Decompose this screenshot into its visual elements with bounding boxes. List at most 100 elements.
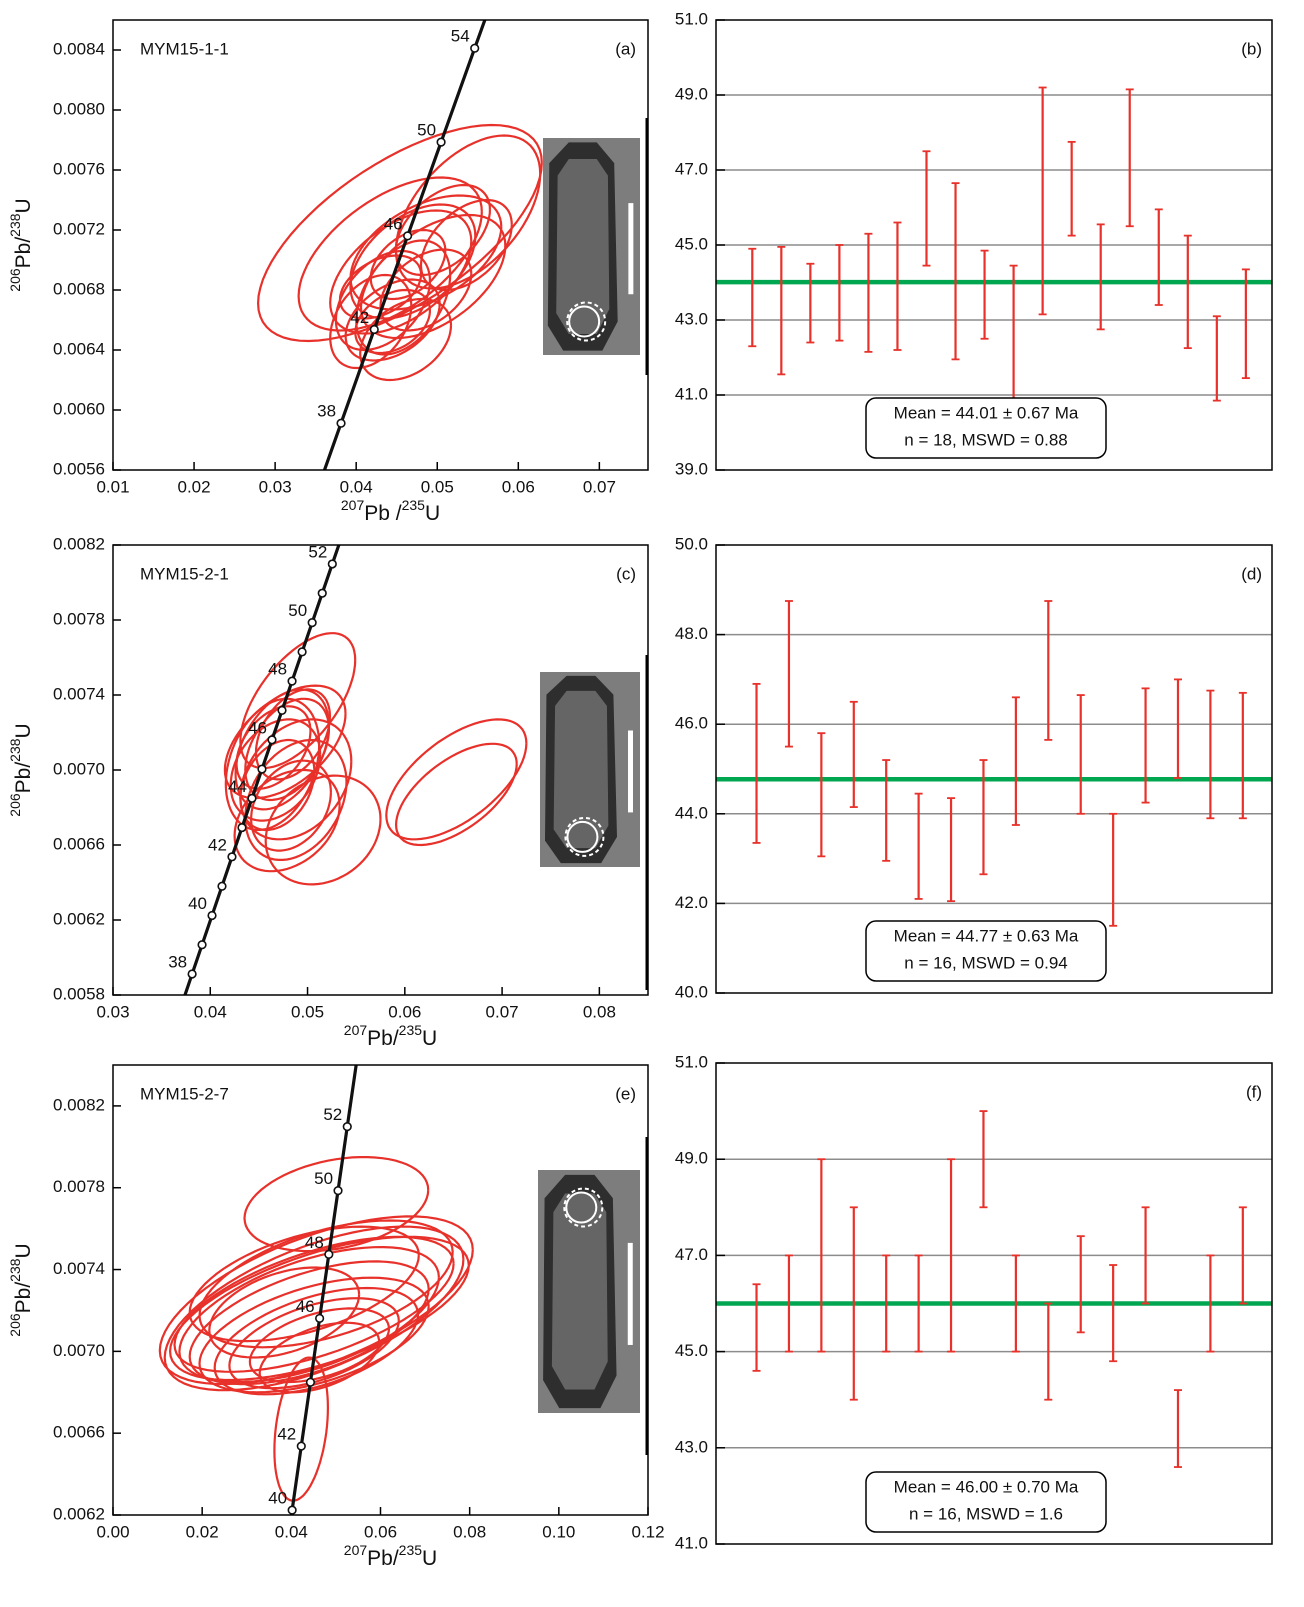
- age-marker: [287, 1505, 297, 1515]
- superscript: 238: [7, 738, 23, 762]
- y-tick-label: 0.0070: [53, 1341, 105, 1360]
- superscript: 235: [402, 497, 426, 513]
- x-tick-label: 0.04: [194, 1002, 227, 1021]
- age-marker: [327, 559, 337, 569]
- zircon-zoning: [551, 1193, 608, 1390]
- age-label: 50: [288, 601, 307, 620]
- x-tick-label: 0.01: [96, 477, 129, 496]
- superscript: 238: [7, 213, 23, 237]
- label-part: Pb/: [367, 1027, 399, 1050]
- x-tick-label: 0.10: [542, 1522, 575, 1541]
- age-marker: [315, 1313, 325, 1324]
- x-tick-label: 0.05: [421, 477, 454, 496]
- x-tick-label: 0.02: [186, 1522, 219, 1541]
- y-tick-label: 41.0: [675, 384, 708, 403]
- axis-title: 206Pb/238U: [7, 723, 35, 816]
- y-tick-label: 0.0082: [53, 534, 105, 553]
- age-marker: [333, 1185, 343, 1196]
- y-tick-label: 43.0: [675, 309, 708, 328]
- scale-bar: [627, 1242, 633, 1345]
- y-tick-label: 49.0: [675, 1149, 708, 1168]
- error-ellipse: [359, 297, 453, 382]
- y-tick-label: 0.0066: [53, 834, 105, 853]
- y-tick-label: 0.0080: [53, 99, 105, 118]
- error-ellipse: [258, 1321, 381, 1394]
- x-tick-label: 0.12: [631, 1522, 664, 1541]
- age-label: 42: [277, 1425, 296, 1444]
- x-tick-label: 0.03: [259, 477, 292, 496]
- label-part: U: [422, 1547, 437, 1570]
- y-tick-label: 44.0: [675, 803, 708, 822]
- age-marker: [369, 324, 379, 335]
- age-marker: [324, 1249, 334, 1260]
- age-marker: [277, 705, 287, 715]
- y-tick-label: 0.0058: [53, 984, 105, 1003]
- age-marker: [307, 618, 317, 628]
- panel-label: (b): [1241, 39, 1262, 58]
- y-tick-label: 45.0: [675, 234, 708, 253]
- zircon-zoning: [553, 690, 609, 849]
- y-tick-label: 47.0: [675, 1245, 708, 1264]
- error-ellipse: [369, 228, 447, 301]
- plot-area: 38 42 46 50 54: [256, 20, 543, 470]
- x-tick-label: 0.07: [486, 1002, 519, 1021]
- annotation: Mean = 44.77 ± 0.63 Ma: [894, 926, 1079, 945]
- error-ellipse: [344, 278, 441, 362]
- y-tick-label: 0.0074: [53, 684, 105, 703]
- age-label: 46: [384, 214, 403, 233]
- age-label: 38: [168, 952, 187, 971]
- superscript: 206: [7, 268, 23, 292]
- y-tick-label: 0.0084: [53, 39, 105, 58]
- age-marker: [187, 969, 197, 979]
- annotation-box: [865, 397, 1107, 459]
- age-marker: [207, 910, 217, 921]
- panel-label: (f): [1246, 1082, 1262, 1101]
- age-label: 40: [268, 1489, 287, 1508]
- age-label: 50: [314, 1169, 333, 1188]
- zircon-image: [543, 138, 640, 355]
- age-label: 54: [451, 27, 470, 46]
- y-tick-label: 0.0062: [53, 1504, 105, 1523]
- age-label: 52: [323, 1105, 342, 1124]
- superscript: 207: [341, 497, 365, 513]
- age-label: 40: [188, 894, 207, 913]
- zircon-image: [540, 672, 640, 867]
- superscript: 206: [7, 793, 23, 817]
- plot-area: 38 40 42 44 46 48 50 52: [168, 545, 528, 995]
- zircon-zoning: [556, 159, 610, 334]
- age-marker: [470, 43, 480, 53]
- x-tick-label: 0.04: [275, 1522, 308, 1541]
- y-tick-label: 0.0076: [53, 159, 105, 178]
- scale-bar: [628, 203, 634, 295]
- annotation: n = 18, MSWD = 0.88: [904, 430, 1067, 449]
- label-part: U: [422, 1027, 437, 1050]
- age-marker: [436, 137, 446, 147]
- age-marker: [197, 940, 207, 950]
- error-ellipse: [359, 213, 507, 340]
- error-ellipse: [349, 203, 477, 320]
- x-tick-label: 0.05: [291, 1002, 324, 1021]
- error-ellipse: [394, 742, 518, 847]
- label-part: U: [12, 198, 35, 213]
- error-ellipse: [239, 738, 316, 832]
- axis-title: 206Pb/238U: [7, 1243, 35, 1336]
- label-part: Pb/: [12, 1282, 35, 1314]
- panel-label: (a): [615, 39, 636, 58]
- label-part: Pb/: [12, 762, 35, 794]
- y-tick-label: 49.0: [675, 84, 708, 103]
- error-ellipse: [394, 183, 491, 277]
- superscript: 238: [7, 1258, 23, 1282]
- y-tick-label: 0.0066: [53, 1423, 105, 1442]
- y-tick-label: 0.0078: [53, 609, 105, 628]
- age-marker: [217, 881, 227, 891]
- error-ellipse: [228, 1297, 400, 1390]
- error-ellipse: [198, 1276, 430, 1394]
- age-label: 50: [417, 121, 436, 140]
- axis-title: 207Pb/235U: [344, 1542, 437, 1570]
- x-tick-label: 0.02: [178, 477, 211, 496]
- age-marker: [305, 1377, 316, 1387]
- x-tick-label: 0.07: [583, 477, 616, 496]
- y-tick-label: 43.0: [675, 1437, 708, 1456]
- error-ellipse: [239, 632, 357, 770]
